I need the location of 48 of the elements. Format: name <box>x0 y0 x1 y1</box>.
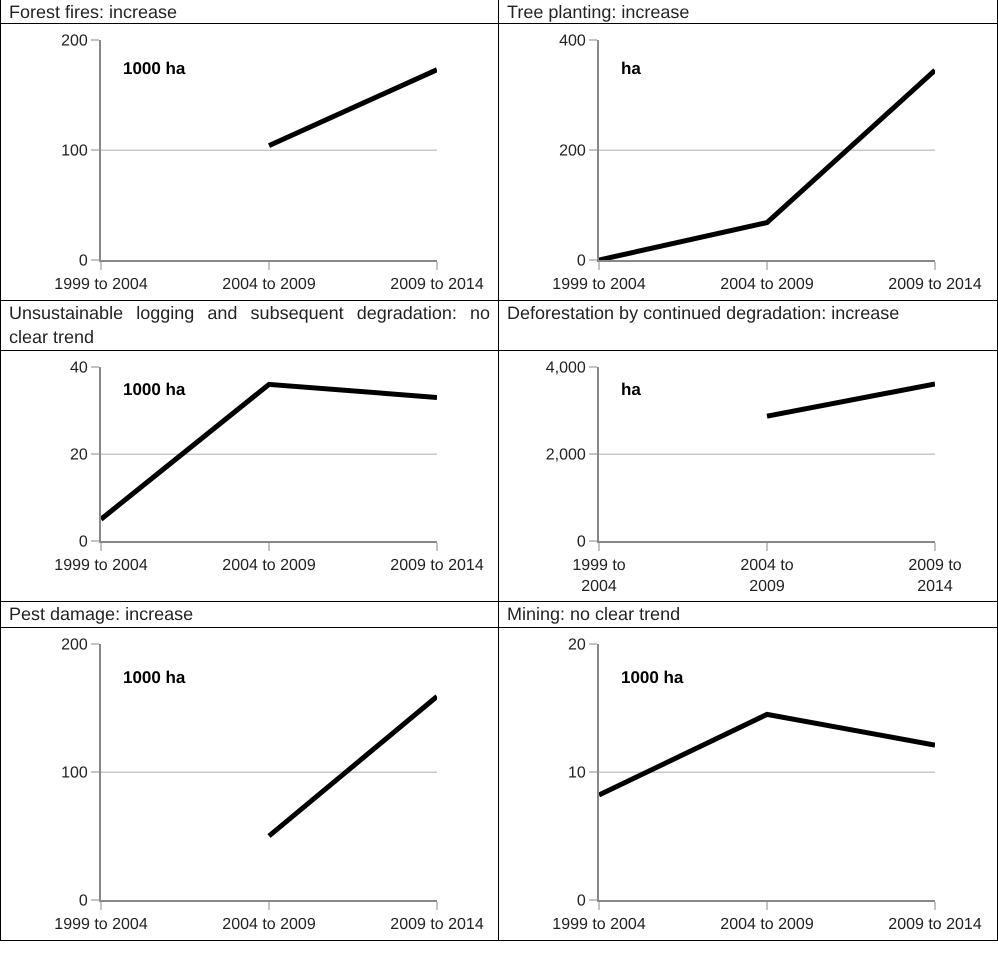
y-tick-label: 0 <box>78 892 88 910</box>
x-tick-label: 2004 to 2009 <box>720 276 814 294</box>
x-tick-label: 2004 to 2009 <box>720 916 814 934</box>
y-tick-label: 2,000 <box>546 446 586 464</box>
y-tick-label: 40 <box>70 360 88 377</box>
x-tick-label: 2009 to 2014 <box>390 916 484 934</box>
x-tick-label: 2009 to 2014 <box>888 276 982 294</box>
y-tick-label: 100 <box>61 764 88 782</box>
annotation: 1000 ha <box>123 380 186 399</box>
chart-title: Deforestation by continued degradation: increase <box>499 301 997 351</box>
y-tick-label: 200 <box>61 32 88 50</box>
y-tick-label: 400 <box>559 32 586 50</box>
x-tick-label: 1999 to 2004 <box>54 557 148 574</box>
x-tick-label: 2009 to 2014 <box>390 276 484 294</box>
annotation: 1000 ha <box>123 59 186 78</box>
y-tick-label: 0 <box>78 534 88 551</box>
x-tick-label: 1999 to 2004 <box>552 916 646 934</box>
chart-title: Pest damage: increase <box>1 602 498 628</box>
annotation: 1000 ha <box>123 668 186 687</box>
y-tick-label: 20 <box>568 636 586 654</box>
annotation: ha <box>621 59 642 78</box>
x-tick-label: 1999 to 2004 <box>552 276 646 294</box>
chart-title: Unsustainable logging and subsequent degradation: no clear trend <box>1 301 498 351</box>
y-tick-label: 0 <box>576 534 586 551</box>
x-tick-label: 2004 to 2009 <box>222 557 316 574</box>
x-tick-label: 2009 to 2014 <box>390 557 484 574</box>
y-tick-label: 10 <box>568 764 586 782</box>
x-tick-label: 1999 to 2004 <box>54 916 148 934</box>
y-tick-label: 100 <box>61 142 88 160</box>
annotation: ha <box>621 380 642 399</box>
x-tick-label: 2004 to 2009 <box>222 916 316 934</box>
x-tick-label: 1999 to 2004 <box>572 557 626 595</box>
y-tick-label: 20 <box>70 446 88 464</box>
x-tick-label: 2004 to 2009 <box>740 557 794 595</box>
y-tick-label: 0 <box>576 892 586 910</box>
x-tick-label: 2004 to 2009 <box>222 276 316 294</box>
y-tick-label: 4,000 <box>546 360 586 377</box>
annotation: 1000 ha <box>621 668 684 687</box>
chart-title: Forest fires: increase <box>1 0 498 24</box>
y-tick-label: 0 <box>78 252 88 270</box>
y-tick-label: 0 <box>576 252 586 270</box>
chart-title: Tree planting: increase <box>499 0 997 24</box>
x-tick-label: 1999 to 2004 <box>54 276 148 294</box>
x-tick-label: 2009 to 2014 <box>888 916 982 934</box>
x-tick-label: 2009 to 2014 <box>908 557 962 595</box>
chart-title: Mining: no clear trend <box>499 602 997 628</box>
y-tick-label: 200 <box>61 636 88 654</box>
y-tick-label: 200 <box>559 142 586 160</box>
